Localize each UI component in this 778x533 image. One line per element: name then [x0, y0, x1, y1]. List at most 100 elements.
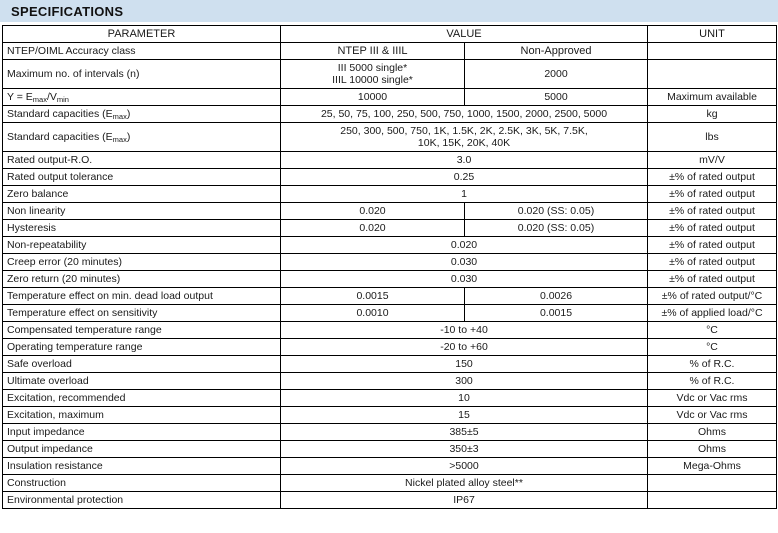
unit-hysteresis: ±% of rated output	[647, 219, 778, 237]
column-header-parameter: PARAMETER	[2, 25, 281, 43]
row-label-temp-effect-dead-load: Temperature effect on min. dead load out…	[2, 287, 281, 305]
table-row: Excitation, recommended 10 Vdc or Vac rm…	[2, 389, 778, 407]
value-compensated-temp-range: -10 to +40	[279, 321, 649, 339]
specifications-table-wrapper: PARAMETER VALUE UNIT NTEP/OIML Accuracy …	[0, 22, 778, 509]
unit-environmental-protection	[647, 491, 778, 509]
table-row: Safe overload 150 % of R.C.	[2, 355, 778, 373]
unit-rated-output: mV/V	[647, 151, 778, 169]
table-row: Input impedance 385±5 Ohms	[2, 423, 778, 441]
table-row: Rated output-R.O. 3.0 mV/V	[2, 151, 778, 169]
table-row: Non-repeatability 0.020 ±% of rated outp…	[2, 236, 778, 254]
value-excitation-maximum: 15	[279, 406, 649, 424]
value-standard-capacities-lbs-line1: 250, 300, 500, 750, 1K, 1.5K, 2K, 2.5K, …	[340, 124, 588, 137]
unit-rated-output-tolerance: ±% of rated output	[647, 168, 778, 186]
row-label-input-impedance: Input impedance	[2, 423, 281, 441]
unit-output-impedance: Ohms	[647, 440, 778, 458]
value-max-intervals-nonapproved: 2000	[463, 59, 649, 89]
value-standard-capacities-kg: 25, 50, 75, 100, 250, 500, 750, 1000, 15…	[279, 105, 649, 123]
row-label-max-intervals: Maximum no. of intervals (n)	[2, 59, 281, 89]
value-rated-output: 3.0	[279, 151, 649, 169]
row-label-compensated-temp-range: Compensated temperature range	[2, 321, 281, 339]
value-zero-return: 0.030	[279, 270, 649, 288]
table-row: Standard capacities (Emax) 250, 300, 500…	[2, 122, 778, 152]
specifications-table: PARAMETER VALUE UNIT NTEP/OIML Accuracy …	[2, 25, 778, 509]
row-label-construction: Construction	[2, 474, 281, 492]
unit-accuracy-class	[647, 42, 778, 60]
unit-excitation-maximum: Vdc or Vac rms	[647, 406, 778, 424]
row-label-hysteresis: Hysteresis	[2, 219, 281, 237]
value-accuracy-class-ntep: NTEP III & IIIL	[280, 42, 465, 60]
unit-compensated-temp-range: °C	[647, 321, 778, 339]
table-row: Operating temperature range -20 to +60 °…	[2, 338, 778, 356]
table-row: Creep error (20 minutes) 0.030 ±% of rat…	[2, 253, 778, 271]
value-temp-effect-sensitivity-ntep: 0.0010	[280, 304, 465, 322]
specifications-banner: SPECIFICATIONS	[0, 0, 778, 22]
value-ultimate-overload: 300	[279, 372, 649, 390]
unit-construction	[647, 474, 778, 492]
row-label-output-impedance: Output impedance	[2, 440, 281, 458]
value-creep-error: 0.030	[279, 253, 649, 271]
unit-temp-effect-sensitivity: ±% of applied load/°C	[647, 304, 778, 322]
table-row: NTEP/OIML Accuracy class NTEP III & IIIL…	[2, 42, 778, 60]
value-temp-effect-sensitivity-nonapproved: 0.0015	[463, 304, 649, 322]
unit-input-impedance: Ohms	[647, 423, 778, 441]
table-row: Hysteresis 0.020 0.020 (SS: 0.05) ±% of …	[2, 219, 778, 237]
row-label-environmental-protection: Environmental protection	[2, 491, 281, 509]
table-row: Rated output tolerance 0.25 ±% of rated …	[2, 168, 778, 186]
value-max-intervals-ntep-line2: IIIL 10000 single*	[332, 74, 413, 86]
value-temp-effect-dead-load-nonapproved: 0.0026	[463, 287, 649, 305]
row-label-insulation-resistance: Insulation resistance	[2, 457, 281, 475]
table-row: Compensated temperature range -10 to +40…	[2, 321, 778, 339]
value-zero-balance: 1	[279, 185, 649, 203]
row-label-y-emax-vmin: Y = Emax/Vmin	[2, 88, 281, 106]
value-accuracy-class-nonapproved: Non-Approved	[463, 42, 649, 60]
table-row: Construction Nickel plated alloy steel**	[2, 474, 778, 492]
unit-excitation-recommended: Vdc or Vac rms	[647, 389, 778, 407]
row-label-non-linearity: Non linearity	[2, 202, 281, 220]
unit-y: Maximum available	[647, 88, 778, 106]
row-label-safe-overload: Safe overload	[2, 355, 281, 373]
value-safe-overload: 150	[279, 355, 649, 373]
table-row: Temperature effect on sensitivity 0.0010…	[2, 304, 778, 322]
table-row: Maximum no. of intervals (n) III 5000 si…	[2, 59, 778, 89]
table-row: Standard capacities (Emax) 25, 50, 75, 1…	[2, 105, 778, 123]
unit-zero-return: ±% of rated output	[647, 270, 778, 288]
value-hysteresis-ntep: 0.020	[280, 219, 465, 237]
value-environmental-protection: IP67	[279, 491, 649, 509]
value-max-intervals-ntep: III 5000 single* IIIL 10000 single*	[280, 59, 465, 89]
unit-ultimate-overload: % of R.C.	[647, 372, 778, 390]
value-construction: Nickel plated alloy steel**	[279, 474, 649, 492]
table-row: Output impedance 350±3 Ohms	[2, 440, 778, 458]
table-row: Excitation, maximum 15 Vdc or Vac rms	[2, 406, 778, 424]
value-max-intervals-ntep-line1: III 5000 single*	[337, 61, 408, 74]
value-excitation-recommended: 10	[279, 389, 649, 407]
value-hysteresis-nonapproved: 0.020 (SS: 0.05)	[463, 219, 649, 237]
value-standard-capacities-lbs-line2: 10K, 15K, 20K, 40K	[417, 137, 511, 149]
row-label-zero-return: Zero return (20 minutes)	[2, 270, 281, 288]
unit-creep-error: ±% of rated output	[647, 253, 778, 271]
table-row: Environmental protection IP67	[2, 491, 778, 509]
row-label-temp-effect-sensitivity: Temperature effect on sensitivity	[2, 304, 281, 322]
row-label-zero-balance: Zero balance	[2, 185, 281, 203]
row-label-creep-error: Creep error (20 minutes)	[2, 253, 281, 271]
value-insulation-resistance: >5000	[279, 457, 649, 475]
row-label-excitation-recommended: Excitation, recommended	[2, 389, 281, 407]
row-label-non-repeatability: Non-repeatability	[2, 236, 281, 254]
table-row: Ultimate overload 300 % of R.C.	[2, 372, 778, 390]
unit-standard-capacities-kg: kg	[647, 105, 778, 123]
value-y-ntep: 10000	[280, 88, 465, 106]
row-label-ultimate-overload: Ultimate overload	[2, 372, 281, 390]
unit-max-intervals	[647, 59, 778, 89]
value-temp-effect-dead-load-ntep: 0.0015	[280, 287, 465, 305]
row-label-excitation-maximum: Excitation, maximum	[2, 406, 281, 424]
row-label-standard-capacities-lbs: Standard capacities (Emax)	[2, 122, 281, 152]
value-output-impedance: 350±3	[279, 440, 649, 458]
table-row: Zero return (20 minutes) 0.030 ±% of rat…	[2, 270, 778, 288]
table-row: Non linearity 0.020 0.020 (SS: 0.05) ±% …	[2, 202, 778, 220]
unit-zero-balance: ±% of rated output	[647, 185, 778, 203]
unit-safe-overload: % of R.C.	[647, 355, 778, 373]
value-non-repeatability: 0.020	[279, 236, 649, 254]
table-header-row: PARAMETER VALUE UNIT	[2, 25, 778, 43]
row-label-rated-output-tolerance: Rated output tolerance	[2, 168, 281, 186]
